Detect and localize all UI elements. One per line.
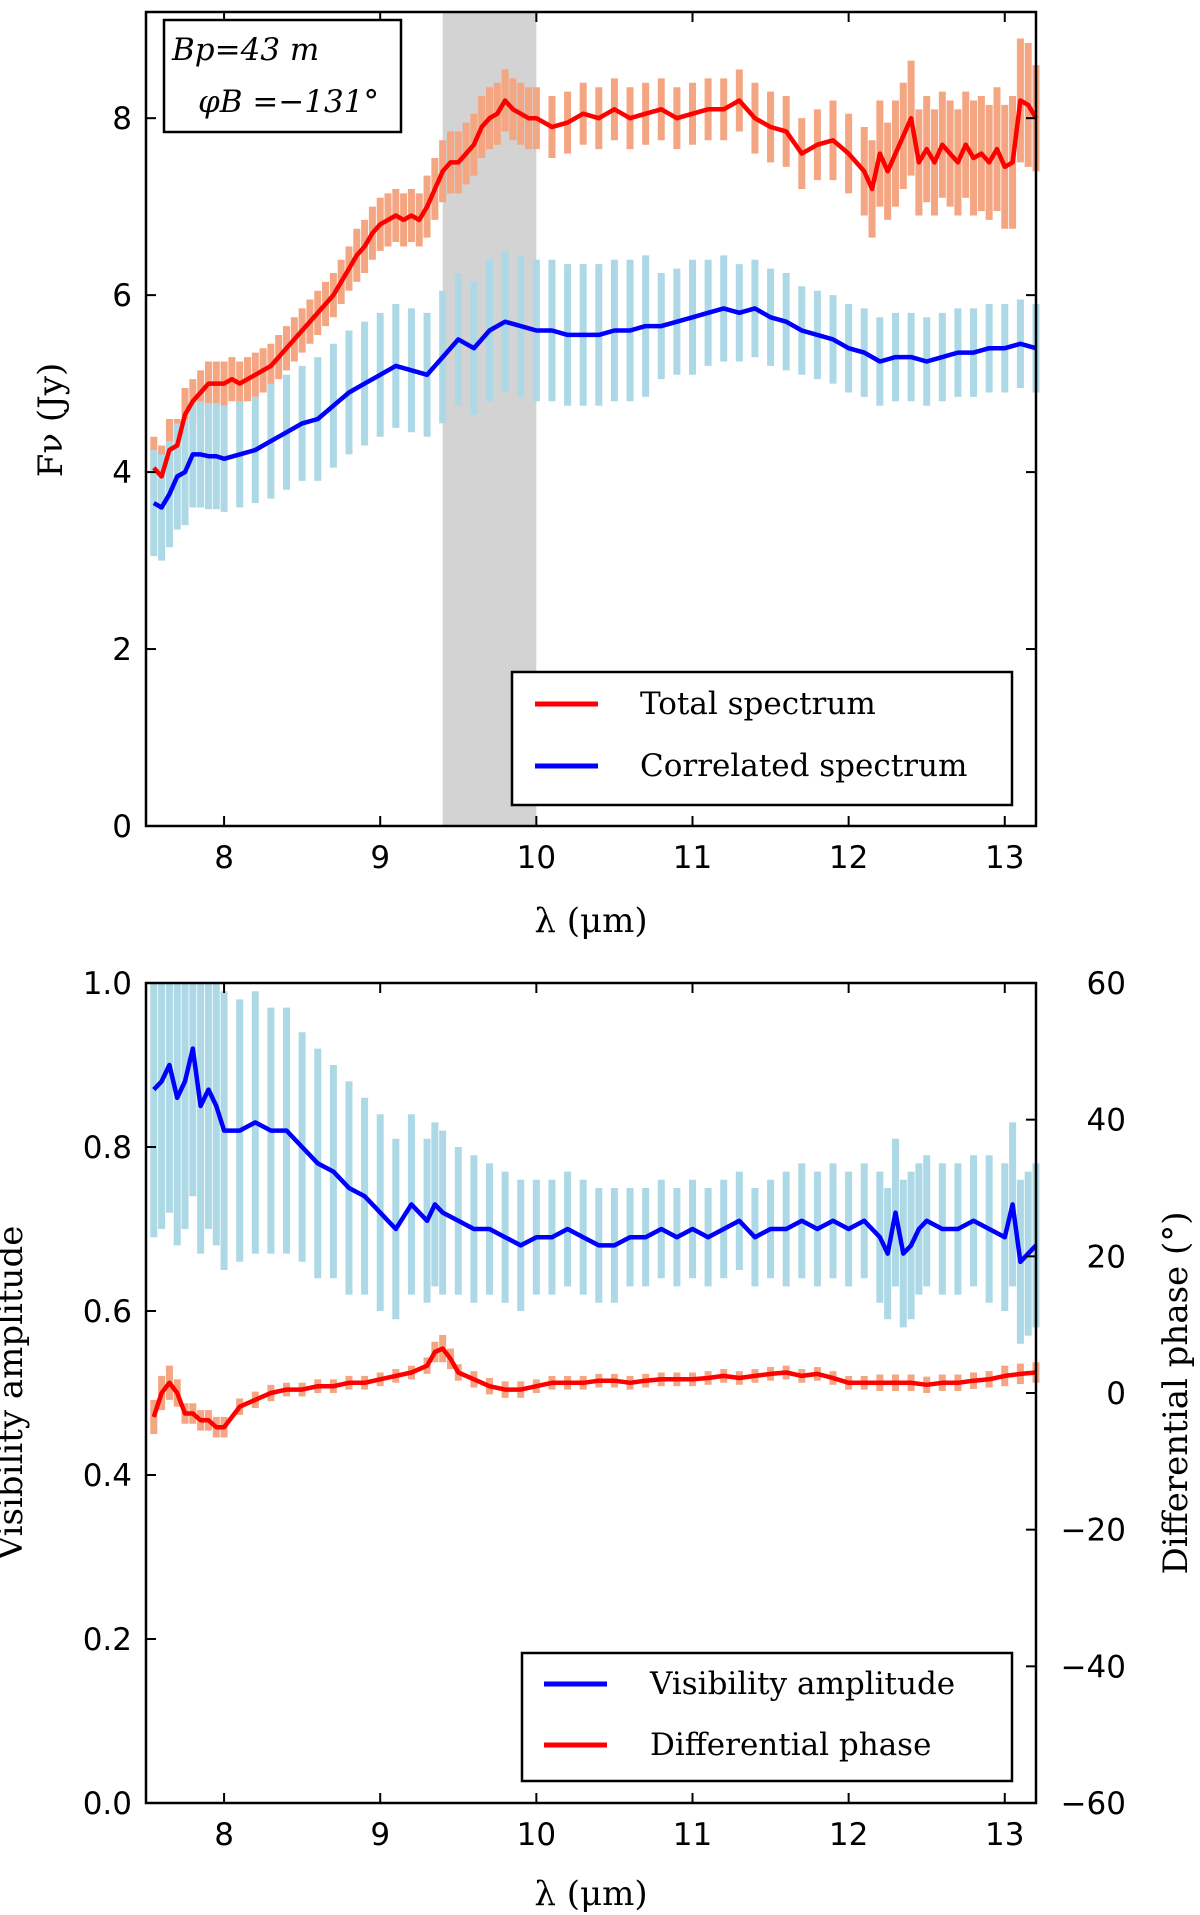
spectrum-x-ticks: 8 9 10 11 12 13 [214, 12, 1024, 876]
spectrum-legend: Total spectrum Correlated spectrum [510, 670, 1014, 807]
legend-phase-label: Differential phase [650, 1727, 931, 1763]
visibility-y-axis-label: Visibility amplitude [0, 1226, 31, 1562]
x-tick-label-1: 9 [370, 1817, 390, 1853]
x-tick-label-1: 9 [370, 840, 390, 876]
x-tick-label-0: 8 [214, 840, 234, 876]
legend-correlated-label: Correlated spectrum [640, 748, 967, 784]
y-tick-label-0: 0 [112, 809, 132, 845]
x-tick-label-3: 11 [673, 1817, 712, 1853]
phase-y-axis-label: Differential phase (°) [1156, 1211, 1196, 1574]
spectrum-plot: 8 9 10 11 12 13 0 2 4 6 8 λ (μm) Fν (Jy) Bp=43 m … [31, 10, 1040, 941]
spectrum-annotation-box: Bp=43 m φB =−131° [162, 18, 403, 134]
x-tick-label-2: 10 [517, 840, 556, 876]
y2-tick-label-2: −20 [1061, 1513, 1126, 1549]
x-tick-label-2: 10 [517, 1817, 556, 1853]
x-tick-label-5: 13 [985, 840, 1024, 876]
y-tick-label-4: 0.8 [83, 1130, 132, 1166]
angle-annotation: φB =−131° [198, 84, 379, 120]
visibility-legend: Visibility amplitude Differential phase [520, 1651, 1014, 1783]
spectrum-y-axis-label: Fν (Jy) [31, 363, 71, 477]
x-tick-label-5: 13 [985, 1817, 1024, 1853]
visibility-error-bars [150, 983, 1040, 1438]
visibility-lines [151, 1046, 1038, 1430]
y-tick-label-5: 1.0 [83, 966, 132, 1002]
legend-visibility-label: Visibility amplitude [649, 1666, 955, 1702]
series-line-1 [152, 306, 1037, 510]
x-tick-label-3: 11 [673, 840, 712, 876]
y-tick-label-2: 4 [112, 455, 132, 491]
x-tick-label-4: 12 [829, 840, 868, 876]
y2-tick-label-5: 40 [1087, 1103, 1126, 1139]
y-tick-label-3: 0.6 [83, 1294, 132, 1330]
visibility-plot: 8 9 10 11 12 13 0.0 0.2 0.4 0.6 0.8 1.0 −60 −40 −20 0… [0, 966, 1196, 1914]
x-tick-label-4: 12 [829, 1817, 868, 1853]
y2-tick-label-4: 20 [1087, 1239, 1126, 1275]
spectrum-plot-frame [144, 10, 1038, 828]
y-tick-label-3: 6 [112, 278, 132, 314]
legend-total-label: Total spectrum [640, 686, 876, 722]
y2-tick-label-3: 0 [1106, 1376, 1126, 1412]
y-tick-label-0: 0.0 [83, 1786, 132, 1822]
series-line-0 [152, 1046, 1038, 1265]
y-tick-label-2: 0.4 [83, 1458, 132, 1494]
y-tick-label-4: 8 [112, 101, 132, 137]
y-tick-label-1: 0.2 [83, 1622, 132, 1658]
visibility-y-ticks: 0.0 0.2 0.4 0.6 0.8 1.0 [83, 966, 156, 1822]
y2-tick-label-6: 60 [1087, 966, 1126, 1002]
series-line-0 [152, 98, 1038, 479]
visibility-x-ticks: 8 9 10 11 12 13 [214, 983, 1024, 1853]
x-tick-label-0: 8 [214, 1817, 234, 1853]
visibility-x-axis-label: λ (μm) [534, 1874, 647, 1914]
spectrum-y-ticks: 0 2 4 6 8 [112, 101, 1036, 845]
series-line-1 [151, 1346, 1037, 1430]
baseline-annotation: Bp=43 m [171, 32, 319, 68]
spectrum-lines [152, 98, 1038, 510]
y-tick-label-1: 2 [112, 632, 132, 668]
spectrum-x-axis-label: λ (μm) [534, 901, 647, 941]
phase-y-ticks: −60 −40 −20 0 20 40 60 [1026, 966, 1126, 1822]
y2-tick-label-1: −40 [1061, 1649, 1126, 1685]
y2-tick-label-0: −60 [1061, 1786, 1126, 1822]
